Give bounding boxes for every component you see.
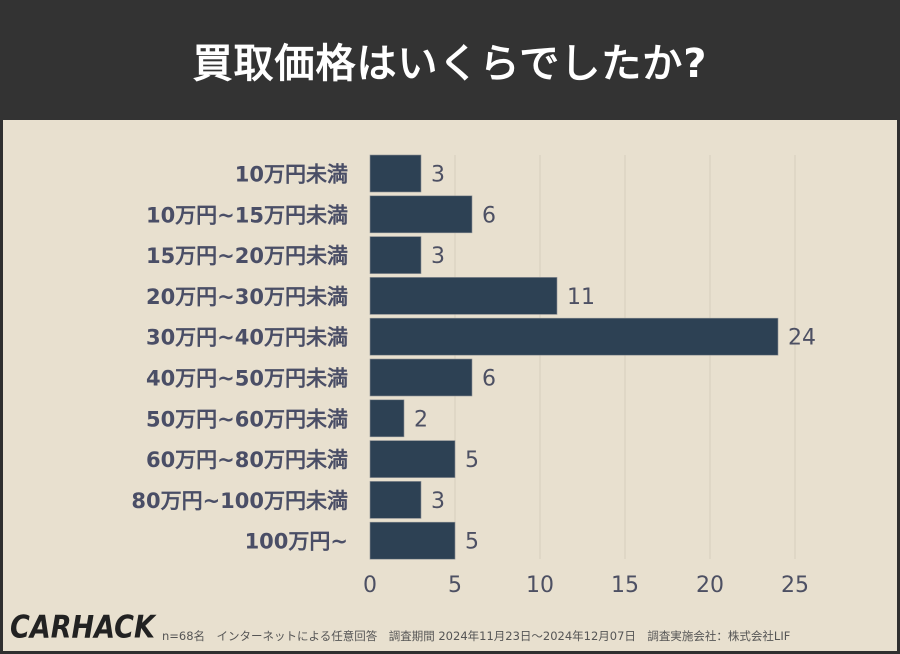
chart-title: 買取価格はいくらでしたか? (192, 41, 708, 87)
bar (369, 358, 473, 397)
category-label: 30万円~40万円未満 (146, 326, 348, 350)
x-tick-label: 10 (526, 573, 554, 598)
category-label: 10万円未満 (235, 163, 348, 187)
x-tick-label: 0 (363, 573, 377, 598)
survey-note: n=68名 インターネットによる任意回答 調査期間 2024年11月23日〜20… (162, 629, 791, 643)
bar (369, 236, 422, 274)
bar (369, 399, 405, 438)
bar (369, 195, 473, 234)
data-label: 5 (465, 530, 479, 555)
category-label: 50万円~60万円未満 (146, 407, 348, 431)
data-label: 11 (567, 285, 595, 310)
data-label: 3 (431, 244, 445, 269)
bar (369, 277, 558, 315)
data-label: 24 (788, 326, 816, 351)
data-label: 5 (465, 448, 479, 473)
x-tick-label: 15 (611, 573, 639, 598)
category-label: 100万円~ (245, 530, 348, 554)
category-label: 10万円~15万円未満 (146, 203, 348, 227)
x-tick-label: 20 (696, 573, 724, 598)
category-label: 40万円~50万円未満 (146, 367, 348, 391)
bar (369, 521, 456, 560)
data-label: 6 (482, 203, 496, 228)
data-label: 3 (431, 489, 445, 514)
data-label: 6 (482, 367, 496, 392)
title-bar: 買取価格はいくらでしたか? (0, 0, 900, 120)
category-label: 20万円~30万円未満 (146, 285, 348, 309)
data-label: 3 (431, 163, 445, 188)
bar (369, 481, 422, 519)
carhack-logo: CARHACK (10, 609, 155, 646)
x-tick-label: 5 (448, 573, 462, 598)
bar (369, 317, 779, 356)
category-label: 80万円~100万円未満 (131, 489, 348, 513)
category-label: 60万円~80万円未満 (146, 448, 348, 472)
bar (369, 440, 456, 478)
category-label: 15万円~20万円未満 (146, 244, 348, 268)
data-label: 2 (414, 407, 428, 432)
bar (369, 154, 422, 193)
x-tick-label: 25 (781, 573, 809, 598)
